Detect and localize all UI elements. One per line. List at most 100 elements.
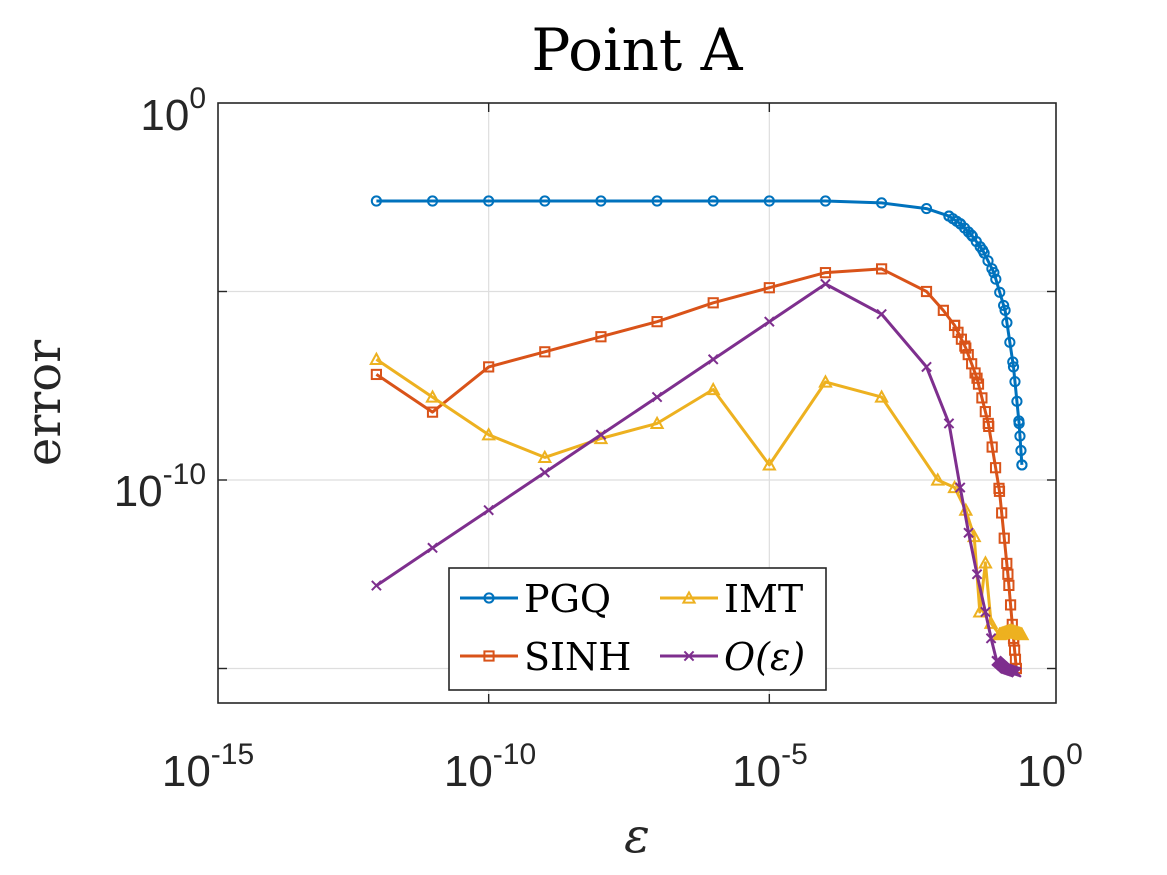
data-point — [947, 479, 962, 494]
data-point — [1015, 444, 1027, 457]
data-point — [971, 568, 983, 580]
data-point — [998, 532, 1010, 544]
data-point — [1003, 579, 1015, 591]
data-point — [998, 299, 1010, 312]
legend-box — [448, 567, 827, 691]
data-point — [943, 418, 955, 429]
x-tick-label: 10-15 — [162, 738, 254, 796]
data-point — [819, 267, 832, 279]
x-tick-exp: 0 — [1066, 738, 1083, 771]
x-tick-exp: -5 — [781, 738, 808, 771]
data-point — [370, 368, 382, 381]
data-point — [483, 361, 495, 373]
data-point — [983, 420, 995, 433]
data-point — [1016, 459, 1028, 471]
data-point — [371, 580, 382, 591]
x-tick-base: 10 — [444, 747, 493, 796]
data-point — [649, 415, 665, 430]
x-tick-base: 10 — [732, 747, 781, 796]
data-point — [876, 263, 888, 275]
legend-label-imt: IMT — [724, 577, 803, 621]
data-point — [1011, 395, 1023, 407]
series-line — [375, 358, 1023, 637]
y-tick-exp: 0 — [189, 82, 206, 115]
data-point — [595, 429, 607, 441]
data-point — [1001, 317, 1013, 329]
x-tick-base: 10 — [1017, 747, 1066, 796]
data-point — [976, 392, 988, 404]
data-point — [969, 367, 981, 379]
x-tick-exp: -10 — [493, 738, 536, 771]
data-point — [819, 195, 832, 207]
data-point — [763, 195, 775, 207]
data-point — [426, 406, 439, 418]
data-point — [993, 482, 1005, 494]
data-point — [764, 316, 775, 327]
y-tick-exp: -10 — [163, 458, 206, 491]
axes-box — [217, 102, 1057, 704]
data-point — [1007, 356, 1019, 368]
x-tick-labels: 10-15 10-10 10-5 100 — [162, 738, 1083, 796]
data-point — [705, 381, 721, 396]
data-point — [921, 361, 932, 373]
data-point — [427, 542, 438, 554]
data-point — [539, 195, 551, 207]
axis-ticks — [218, 103, 1056, 703]
legend-label-pgq: PGQ — [524, 577, 611, 621]
series-pgq-group — [370, 195, 1028, 471]
data-point — [1004, 336, 1016, 348]
data-point — [996, 507, 1008, 519]
legend-sample-marker — [483, 592, 495, 604]
data-point — [978, 555, 993, 569]
y-tick-labels: 100 10-10 — [114, 82, 206, 516]
data-point — [707, 354, 719, 365]
data-point — [994, 286, 1006, 298]
series-layer — [369, 195, 1030, 678]
data-point — [651, 195, 663, 207]
legend-label-o-eps: O(ε) — [724, 635, 805, 679]
data-point — [948, 319, 961, 332]
data-point — [1001, 557, 1013, 570]
data-point — [1014, 430, 1026, 442]
data-point — [963, 527, 974, 539]
series-o-group — [371, 278, 1022, 678]
data-point — [537, 449, 553, 463]
data-point — [425, 389, 440, 403]
x-tick-label: 100 — [1017, 738, 1083, 796]
legend-samples — [460, 590, 718, 662]
data-point — [651, 391, 663, 403]
data-point — [989, 462, 1002, 474]
data-point — [762, 457, 777, 471]
data-point — [818, 374, 833, 388]
data-point — [483, 504, 494, 516]
data-point — [972, 378, 985, 390]
data-point — [874, 389, 889, 403]
data-point — [763, 282, 775, 294]
data-point — [370, 195, 382, 207]
data-point — [954, 482, 966, 493]
data-point — [972, 604, 988, 618]
data-point — [952, 326, 964, 338]
data-point — [820, 278, 831, 290]
data-point — [930, 472, 946, 486]
data-point — [1014, 626, 1030, 641]
y-tick-label: 10-10 — [114, 458, 206, 516]
data-point — [369, 351, 384, 365]
data-point — [1013, 415, 1025, 427]
data-point — [955, 333, 968, 345]
legend-label-sinh: SINH — [524, 635, 631, 679]
data-point — [985, 633, 997, 644]
data-point — [651, 316, 663, 328]
data-point — [707, 297, 719, 309]
data-point — [979, 406, 991, 418]
x-tick-exp: -15 — [211, 738, 254, 771]
data-point — [1009, 376, 1021, 388]
x-tick-label: 10-5 — [732, 738, 808, 796]
data-point — [1011, 666, 1022, 678]
legend: PGQ IMT SINH O(ε) — [448, 567, 827, 691]
series-imt-group — [369, 351, 1030, 641]
data-point — [426, 195, 439, 207]
data-point — [937, 304, 949, 316]
data-point — [481, 427, 496, 441]
